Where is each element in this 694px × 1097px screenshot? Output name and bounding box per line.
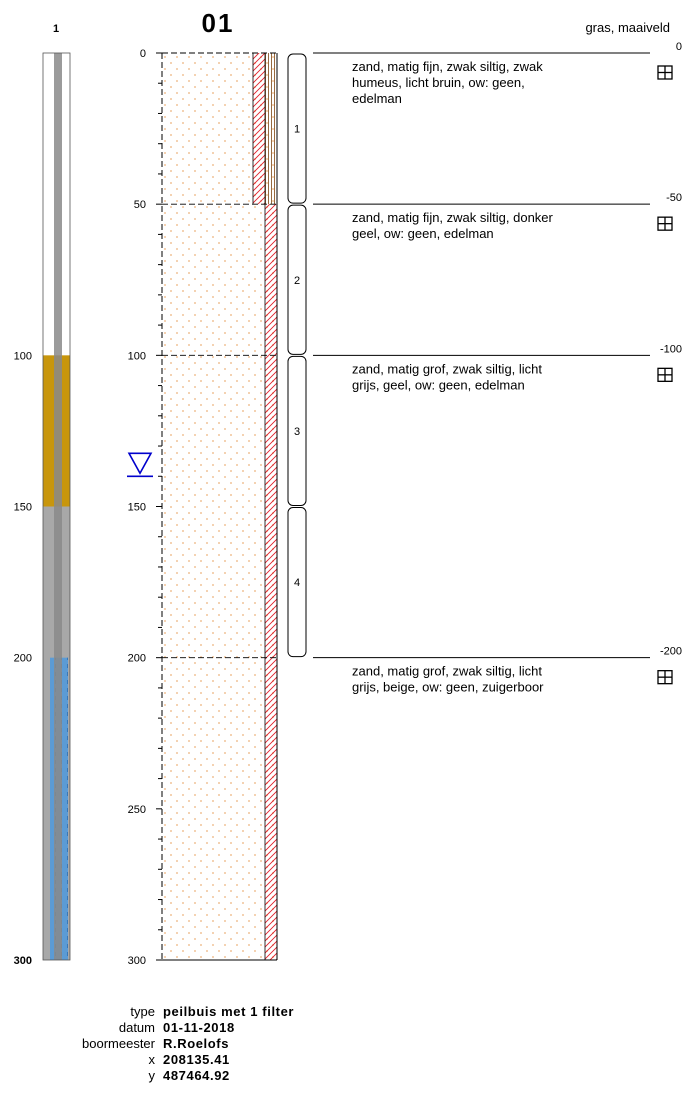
layer-silt-hatch-0 xyxy=(253,53,265,205)
sample-label: 3 xyxy=(294,426,300,438)
pipe-tick-label: 300 xyxy=(14,955,32,967)
surface-label: gras, maaiveld xyxy=(585,20,670,35)
layer-description-line: edelman xyxy=(352,91,402,106)
depth-tick-label: 0 xyxy=(140,48,146,60)
info-label: y xyxy=(149,1068,156,1083)
info-value: 487464.92 xyxy=(163,1068,230,1083)
sample-box-3 xyxy=(287,355,307,507)
info-label: boormeester xyxy=(82,1036,156,1051)
depth-tick-label: 250 xyxy=(128,804,146,816)
sample-box-1 xyxy=(287,53,307,204)
layer-humus-hatch-0 xyxy=(265,53,277,205)
soil-profile xyxy=(162,52,278,961)
layer-silt-hatch-2 xyxy=(265,355,277,658)
groundwater-triangle-icon xyxy=(127,452,153,475)
layer-descriptions: 0 zand, matig fijn, zwak siltig, zwakhume… xyxy=(313,41,682,695)
pipe-tick-label: 200 xyxy=(14,653,32,665)
elevation-label: 0 xyxy=(676,41,682,53)
depth-tick-label: 50 xyxy=(134,199,146,211)
info-value: 01-11-2018 xyxy=(163,1020,235,1035)
depth-axis: 0 50 100 150 200 250 300 xyxy=(128,48,163,967)
info-value: 208135.41 xyxy=(163,1052,230,1067)
sample-label: 4 xyxy=(294,577,300,589)
info-value: R.Roelofs xyxy=(163,1036,229,1051)
elevation-label: -200 xyxy=(660,646,682,658)
pipe-column: 100 150 200 300 xyxy=(14,52,71,967)
groundwater-marker xyxy=(127,452,153,478)
layer-description-line: zand, matig grof, zwak siltig, licht xyxy=(352,361,542,376)
depth-tick-label: 200 xyxy=(128,653,146,665)
borehole-info: type peilbuis met 1 filter datum 01-11-2018… xyxy=(82,1004,294,1083)
boring-id: 01 xyxy=(202,8,235,38)
layer-silt-hatch-3 xyxy=(265,657,277,960)
layer-description-line: humeus, licht bruin, ow: geen, xyxy=(352,75,525,90)
info-label: datum xyxy=(119,1020,155,1035)
column-number: 1 xyxy=(53,23,59,35)
sample-column: 1 2 3 4 xyxy=(287,53,307,658)
elevation-label: -100 xyxy=(660,343,682,355)
sample-label: 1 xyxy=(294,124,300,136)
elevation-label: -50 xyxy=(666,192,682,204)
pipe-outline xyxy=(42,52,71,961)
sample-box-4 xyxy=(287,507,307,658)
layer-description-line: grijs, geel, ow: geen, edelman xyxy=(352,377,525,392)
layer-description-line: geel, ow: geen, edelman xyxy=(352,226,494,241)
depth-tick-label: 150 xyxy=(128,502,146,514)
info-label: x xyxy=(149,1052,156,1067)
info-value: peilbuis met 1 filter xyxy=(163,1004,294,1019)
sample-label: 2 xyxy=(294,275,300,287)
info-label: type xyxy=(130,1004,155,1019)
pipe-tick-label: 100 xyxy=(14,350,32,362)
pipe-tick-label: 150 xyxy=(14,502,32,514)
layer-description-line: zand, matig grof, zwak siltig, licht xyxy=(352,664,542,679)
layer-description-line: zand, matig fijn, zwak siltig, zwak xyxy=(352,59,543,74)
sample-box-2 xyxy=(287,204,307,355)
layer-description-line: grijs, beige, ow: geen, zuigerboor xyxy=(352,680,544,695)
pipe-tube xyxy=(54,53,62,960)
layer-description-line: zand, matig fijn, zwak siltig, donker xyxy=(352,210,554,225)
depth-tick-label: 300 xyxy=(128,955,146,967)
depth-tick-label: 100 xyxy=(128,350,146,362)
layer-silt-hatch-1 xyxy=(265,204,277,356)
